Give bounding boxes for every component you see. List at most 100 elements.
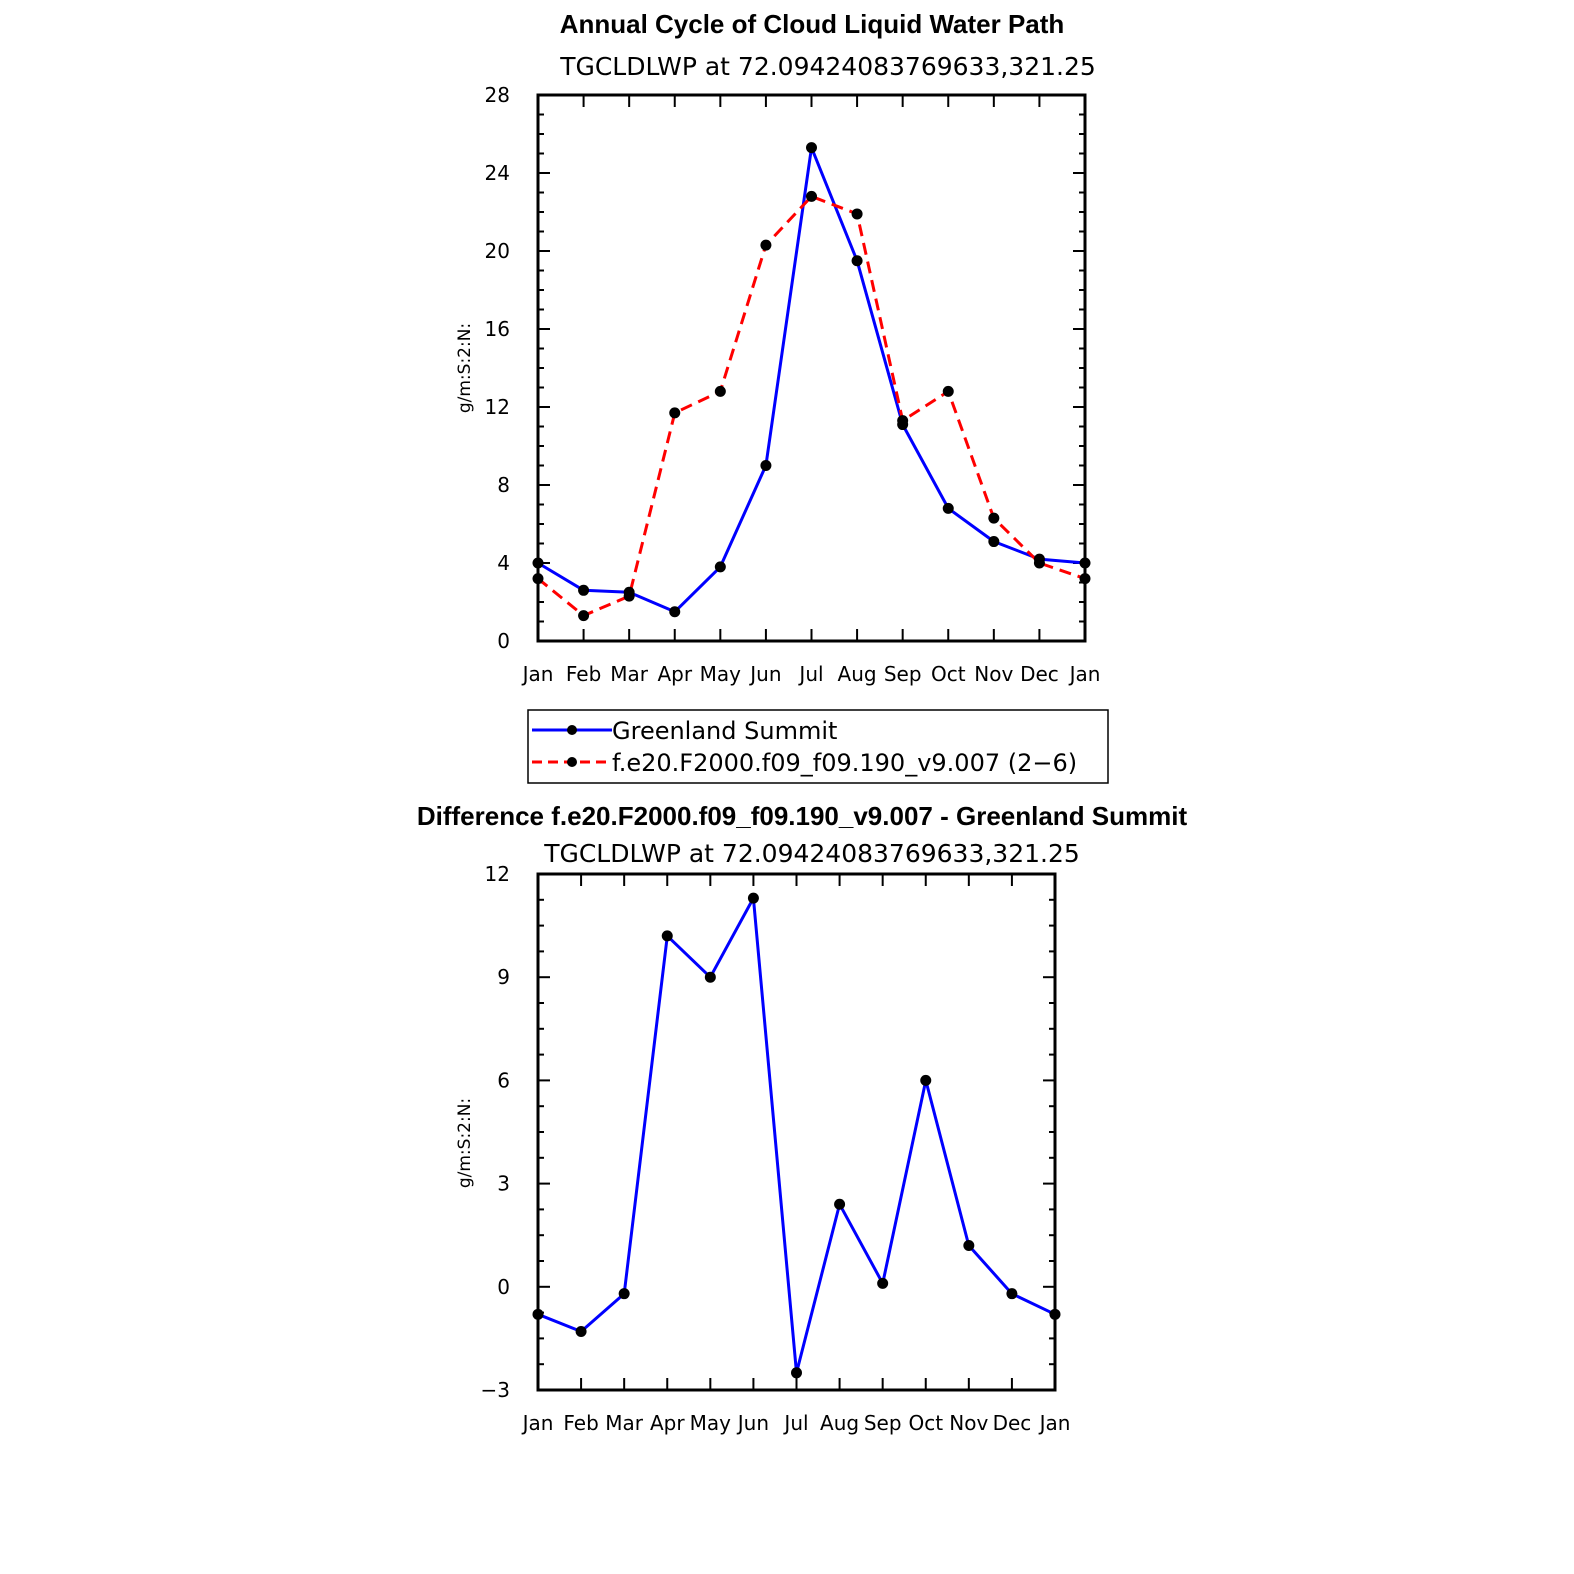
x-tick-label: Jan	[1068, 662, 1101, 686]
data-point	[834, 1198, 846, 1210]
legend: Greenland Summit f.e20.F2000.f09_f09.190…	[527, 709, 1109, 784]
data-point	[942, 385, 954, 397]
y-tick-label: 3	[497, 1172, 510, 1196]
x-tick-label: Jul	[797, 662, 823, 686]
data-point	[1006, 1288, 1018, 1300]
y-axis-label: g/m:S:2:N:	[455, 323, 475, 413]
y-tick-label: 0	[497, 1275, 510, 1299]
x-tick-label: Jun	[736, 1411, 769, 1435]
y-tick-label: 8	[497, 473, 510, 497]
chart-subtitle: TGCLDLWP at 72.09424083769633,321.25	[559, 52, 1096, 81]
x-tick-label: Aug	[838, 662, 877, 686]
y-tick-label: 16	[485, 317, 510, 341]
data-point	[851, 208, 863, 220]
series-line-primary	[537, 146, 1086, 614]
data-point	[791, 1367, 802, 1379]
x-tick-label: May	[690, 1411, 732, 1435]
data-point	[851, 255, 863, 267]
data-point	[661, 930, 673, 942]
data-point	[942, 502, 954, 514]
data-point	[623, 590, 635, 602]
series-group	[532, 142, 1091, 622]
data-point	[618, 1288, 630, 1300]
x-tick-label: May	[700, 662, 742, 686]
legend-entry-observed: Greenland Summit	[532, 717, 837, 745]
y-tick-label: 12	[485, 395, 510, 419]
legend-entry-model: f.e20.F2000.f09_f09.190_v9.007 (2−6)	[532, 749, 1077, 777]
tick-marks	[537, 873, 1056, 1391]
x-tick-label: Jan	[1038, 1411, 1071, 1435]
data-point	[806, 190, 817, 202]
data-point	[578, 584, 590, 596]
x-tick-labels: Jan Feb Mar Apr May Jun Jul Aug Sep Oct Nov Dec Jan	[521, 662, 1101, 686]
data-point	[988, 536, 1000, 548]
y-tick-label: 12	[485, 862, 510, 886]
y-axis-label: g/m:S:2:N:	[455, 1098, 475, 1188]
x-tick-label: Apr	[657, 662, 692, 686]
x-tick-label: Feb	[566, 662, 601, 686]
data-point	[1033, 557, 1045, 569]
x-tick-label: Mar	[610, 662, 649, 686]
y-tick-label: 9	[497, 965, 510, 989]
x-tick-label: Jun	[748, 662, 781, 686]
y-tick-labels: −3 0 3 6 9 12	[481, 862, 510, 1402]
plot-frame	[536, 93, 1087, 643]
legend-marker-observed	[567, 725, 577, 735]
x-tick-label: Jan	[521, 662, 554, 686]
plot-frame	[536, 872, 1057, 1392]
chart-title: Annual Cycle of Cloud Liquid Water Path	[560, 9, 1065, 39]
x-tick-label: Sep	[884, 662, 922, 686]
data-point	[575, 1326, 587, 1338]
legend-box	[527, 709, 1109, 784]
y-tick-label: −3	[481, 1378, 510, 1402]
x-tick-label: Nov	[974, 662, 1013, 686]
data-point	[669, 407, 681, 419]
data-point	[747, 892, 759, 904]
data-point	[897, 415, 909, 427]
chart-subtitle: TGCLDLWP at 72.09424083769633,321.25	[543, 839, 1080, 868]
data-point	[877, 1277, 889, 1289]
data-point	[988, 512, 1000, 524]
x-tick-label: Sep	[864, 1411, 902, 1435]
difference-chart: Difference f.e20.F2000.f09_f09.190_v9.00…	[417, 801, 1188, 1435]
legend-marker-model	[567, 757, 577, 767]
series-group	[532, 892, 1061, 1379]
data-point	[806, 142, 817, 154]
annual-cycle-chart: Annual Cycle of Cloud Liquid Water Path …	[455, 9, 1109, 784]
data-point	[760, 239, 772, 251]
x-tick-labels: Jan Feb Mar Apr May Jun Jul Aug Sep Oct Nov Dec Jan	[521, 1411, 1071, 1435]
x-tick-label: Feb	[563, 1411, 598, 1435]
data-point	[963, 1240, 975, 1252]
data-point	[714, 561, 726, 573]
x-tick-label: Mar	[605, 1411, 644, 1435]
x-tick-label: Jul	[782, 1411, 808, 1435]
x-tick-label: Nov	[949, 1411, 988, 1435]
series-line-primary	[537, 896, 1056, 1375]
data-point	[714, 385, 726, 397]
x-tick-label: Oct	[931, 662, 966, 686]
y-tick-label: 6	[497, 1068, 510, 1092]
data-point	[704, 971, 716, 983]
series-line-secondary	[537, 194, 1086, 618]
data-point	[760, 460, 772, 471]
x-tick-label: Dec	[1020, 662, 1059, 686]
data-point	[920, 1074, 932, 1086]
x-tick-label: Oct	[908, 1411, 943, 1435]
x-tick-label: Aug	[820, 1411, 859, 1435]
legend-label-model: f.e20.F2000.f09_f09.190_v9.007 (2−6)	[612, 749, 1077, 777]
tick-marks	[537, 94, 1086, 642]
data-point	[578, 610, 590, 622]
x-tick-label: Jan	[521, 1411, 554, 1435]
data-point	[669, 606, 681, 618]
y-tick-label: 28	[485, 83, 510, 107]
legend-label-observed: Greenland Summit	[612, 717, 837, 745]
y-tick-label: 20	[485, 239, 510, 263]
y-tick-label: 4	[497, 551, 510, 575]
y-tick-label: 0	[497, 629, 510, 653]
y-tick-labels: 0 4 8 12 16 20 24 28	[485, 83, 510, 653]
x-tick-label: Dec	[993, 1411, 1032, 1435]
x-tick-label: Apr	[650, 1411, 685, 1435]
chart-title: Difference f.e20.F2000.f09_f09.190_v9.00…	[417, 801, 1188, 831]
y-tick-label: 24	[485, 161, 510, 185]
